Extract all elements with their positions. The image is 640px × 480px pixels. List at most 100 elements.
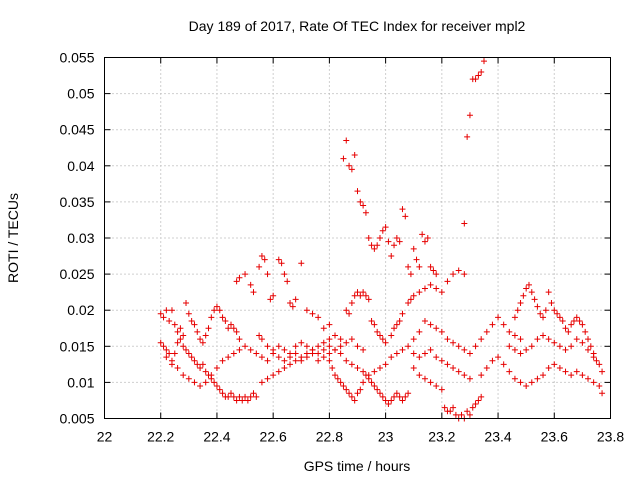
data-point xyxy=(393,350,400,357)
data-point xyxy=(413,256,420,263)
data-point xyxy=(258,253,265,260)
data-point xyxy=(292,343,299,350)
x-tick-label: 23.8 xyxy=(597,429,624,445)
data-point xyxy=(343,137,350,144)
data-point xyxy=(500,361,507,368)
data-point xyxy=(438,386,445,393)
y-tick-label: 0.015 xyxy=(59,338,94,354)
data-point xyxy=(329,364,336,371)
data-point xyxy=(309,346,316,353)
data-point xyxy=(517,299,524,306)
data-point xyxy=(236,274,243,281)
y-tick-label: 0.055 xyxy=(59,50,94,66)
data-point xyxy=(525,281,532,288)
data-point xyxy=(326,350,333,357)
data-point xyxy=(225,393,232,400)
data-point xyxy=(357,386,364,393)
data-point xyxy=(258,354,265,361)
data-point xyxy=(385,238,392,245)
data-point xyxy=(410,364,417,371)
y-tick-label: 0.025 xyxy=(59,266,94,282)
data-point xyxy=(289,303,296,310)
data-point xyxy=(540,372,547,379)
data-point xyxy=(545,364,552,371)
data-point xyxy=(556,343,563,350)
data-point xyxy=(360,289,367,296)
data-point xyxy=(379,336,386,343)
data-point xyxy=(368,318,375,325)
data-point xyxy=(258,336,265,343)
data-point xyxy=(160,314,167,321)
data-point xyxy=(433,271,440,278)
data-point xyxy=(514,307,521,314)
data-point xyxy=(222,318,229,325)
data-point xyxy=(348,361,355,368)
data-point xyxy=(346,390,353,397)
data-points xyxy=(157,58,606,422)
data-point xyxy=(354,364,361,371)
data-point xyxy=(450,271,457,278)
data-point xyxy=(391,325,398,332)
data-point xyxy=(298,260,305,267)
data-point xyxy=(247,393,254,400)
x-axis-title: GPS time / hours xyxy=(304,458,411,474)
data-point xyxy=(410,245,417,252)
data-point xyxy=(275,354,282,361)
data-point xyxy=(362,292,369,299)
data-point xyxy=(433,383,440,390)
data-point xyxy=(247,346,254,353)
data-point xyxy=(180,343,187,350)
data-point xyxy=(351,397,358,404)
data-point xyxy=(270,372,277,379)
data-point xyxy=(191,321,198,328)
data-point xyxy=(382,224,389,231)
data-point xyxy=(371,321,378,328)
data-point xyxy=(405,263,412,270)
data-point xyxy=(320,339,327,346)
data-point xyxy=(180,332,187,339)
data-point xyxy=(579,339,586,346)
data-point xyxy=(354,289,361,296)
data-point xyxy=(596,383,603,390)
data-point xyxy=(393,390,400,397)
data-point xyxy=(374,386,381,393)
data-point xyxy=(455,267,462,274)
data-point xyxy=(256,332,263,339)
data-point xyxy=(216,307,223,314)
data-point xyxy=(376,390,383,397)
data-point xyxy=(298,354,305,361)
data-point xyxy=(171,321,178,328)
data-point xyxy=(433,325,440,332)
data-point xyxy=(230,350,237,357)
data-point xyxy=(225,354,232,361)
data-point xyxy=(478,336,485,343)
data-point xyxy=(385,401,392,408)
data-point xyxy=(388,332,395,339)
data-point xyxy=(379,227,386,234)
data-point xyxy=(177,336,184,343)
data-point xyxy=(540,332,547,339)
data-point xyxy=(599,390,606,397)
data-point xyxy=(433,285,440,292)
data-point xyxy=(250,390,257,397)
data-point xyxy=(579,372,586,379)
data-point xyxy=(202,368,209,375)
y-tick-label: 0.035 xyxy=(59,194,94,210)
data-point xyxy=(568,321,575,328)
data-point xyxy=(461,271,468,278)
data-point xyxy=(388,397,395,404)
x-tick-label: 22.6 xyxy=(260,429,287,445)
data-point xyxy=(517,350,524,357)
data-point xyxy=(495,314,502,321)
data-point xyxy=(523,346,530,353)
data-point xyxy=(427,281,434,288)
data-point xyxy=(593,357,600,364)
data-point xyxy=(568,343,575,350)
data-point xyxy=(374,242,381,249)
data-point xyxy=(261,256,268,263)
data-point xyxy=(481,58,487,65)
data-point xyxy=(166,350,173,357)
data-point xyxy=(287,361,294,368)
data-point xyxy=(332,372,339,379)
data-point xyxy=(421,350,428,357)
